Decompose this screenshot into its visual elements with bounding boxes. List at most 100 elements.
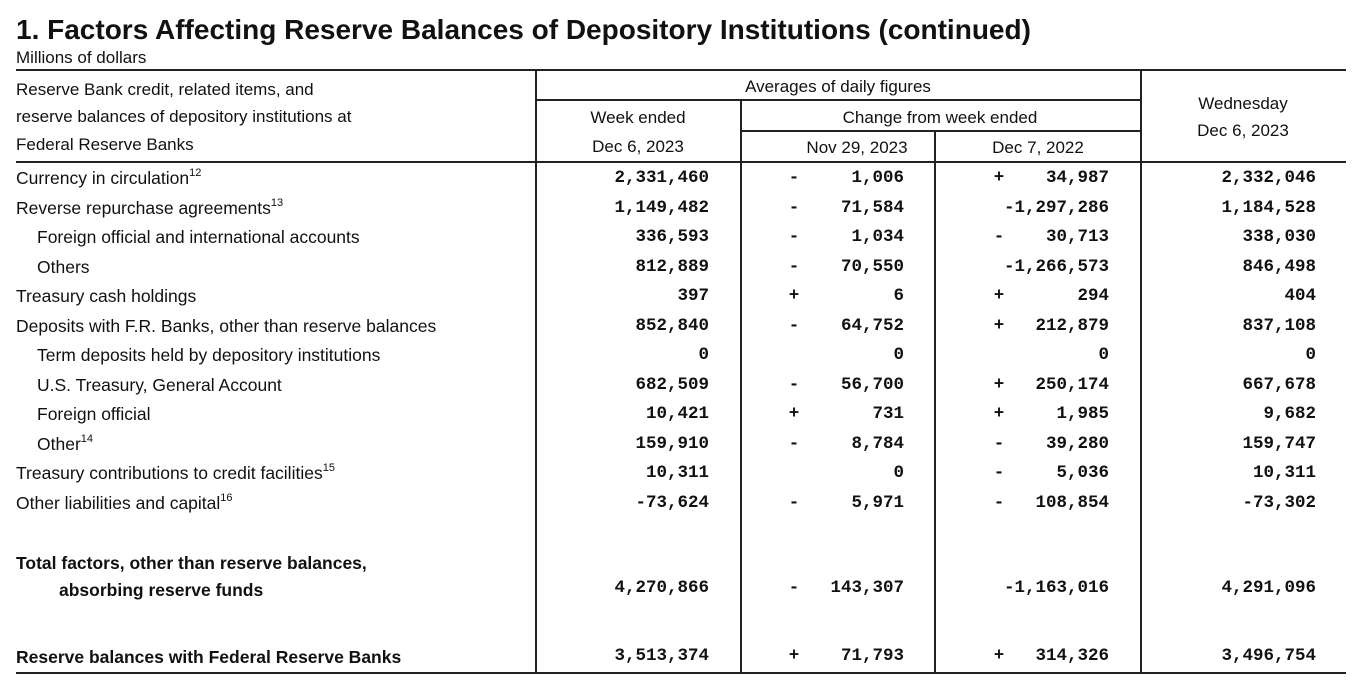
change-nov-value: 8,784 xyxy=(851,433,904,454)
row-label: Treasury contributions to credit facilit… xyxy=(16,463,335,484)
page-title: 1. Factors Affecting Reserve Balances of… xyxy=(16,14,1031,45)
wednesday-value: -73,302 xyxy=(1242,492,1316,513)
change-rule xyxy=(741,130,1141,132)
change-dec-value: -1,163,016 xyxy=(1003,578,1109,598)
change-sign: - xyxy=(993,492,1005,513)
row-label: Reverse repurchase agreements13 xyxy=(16,196,284,219)
row-label-text: Others xyxy=(37,256,90,277)
wednesday-date: Dec 6, 2023 xyxy=(1197,121,1289,140)
change-nov-value: 5,971 xyxy=(851,492,904,513)
change-nov-value: 64,752 xyxy=(840,315,904,336)
row-label-text: Treasury cash holdings xyxy=(16,286,197,306)
change-dec-value: 108,854 xyxy=(1035,492,1109,513)
row-label: Other14 xyxy=(37,432,94,455)
change-nov-value: 143,307 xyxy=(830,578,904,598)
row-label: U.S. Treasury, General Account xyxy=(37,375,282,396)
row-label-text: Deposits with F.R. Banks, other than res… xyxy=(16,315,437,336)
week-ended-value: 3,513,374 xyxy=(614,646,709,666)
wednesday-value: 10,311 xyxy=(1252,463,1316,483)
change-sign: + xyxy=(788,646,800,666)
wednesday-value: 159,747 xyxy=(1242,433,1316,454)
row-label: Other liabilities and capital16 xyxy=(16,492,233,514)
week-ended-value: 159,910 xyxy=(635,433,709,454)
change-dec-value: 39,280 xyxy=(1045,433,1109,454)
wednesday-value: 338,030 xyxy=(1242,227,1316,247)
change-sign: + xyxy=(788,404,800,424)
row-label: Deposits with F.R. Banks, other than res… xyxy=(16,316,436,337)
change-sign: + xyxy=(788,286,800,306)
week-ended-value: 682,509 xyxy=(635,374,709,395)
week-ended-value: 336,593 xyxy=(635,227,709,247)
change-sign: - xyxy=(788,433,800,454)
change-dec-value: 212,879 xyxy=(1035,315,1109,336)
wednesday-value: 837,108 xyxy=(1242,315,1316,336)
row-label-text: Other liabilities and capital xyxy=(16,492,221,513)
change-nov-value: 6 xyxy=(893,286,904,306)
change-sign: - xyxy=(788,578,800,598)
wednesday-header: Wednesday xyxy=(1198,94,1288,113)
row-label-text: Currency in circulation xyxy=(16,168,190,188)
change-nov-value: 56,700 xyxy=(840,374,904,395)
change-dec-value: 30,713 xyxy=(1045,227,1109,247)
row-label-text: Foreign official xyxy=(37,404,151,424)
row-label-text: Treasury contributions to credit facilit… xyxy=(16,463,323,483)
column-divider xyxy=(1140,70,1142,672)
change-sign: + xyxy=(993,374,1005,395)
change-date-1: Nov 29, 2023 xyxy=(806,138,908,157)
change-dec-value: 314,326 xyxy=(1035,646,1109,666)
footnote-marker: 13 xyxy=(270,196,284,209)
week-ended-header: Week ended xyxy=(590,108,686,127)
row-label-text: Reverse repurchase agreements xyxy=(16,197,271,218)
wednesday-value: 3,496,754 xyxy=(1221,646,1316,666)
footnote-marker: 15 xyxy=(322,462,335,474)
footnote-marker: 14 xyxy=(80,432,94,445)
week-ended-value: 10,421 xyxy=(645,404,709,424)
column-divider xyxy=(535,70,537,672)
week-ended-value: 397 xyxy=(677,286,709,306)
change-nov-value: 71,584 xyxy=(840,197,904,218)
header-top-rule xyxy=(16,69,1346,71)
change-dec-value: -1,266,573 xyxy=(1003,256,1109,277)
row-label-text: U.S. Treasury, General Account xyxy=(37,374,282,395)
wednesday-value: 2,332,046 xyxy=(1221,168,1316,188)
column-divider xyxy=(934,131,936,672)
change-sign: - xyxy=(788,492,800,513)
wednesday-value: 404 xyxy=(1284,286,1316,306)
wednesday-value: 667,678 xyxy=(1242,374,1316,395)
change-sign: - xyxy=(993,433,1005,454)
row-label: Term deposits held by depository institu… xyxy=(37,345,380,366)
wednesday-value: 0 xyxy=(1305,345,1316,365)
week-ended-value: 10,311 xyxy=(645,463,709,483)
reserve-balances-label: Reserve balances with Federal Reserve Ba… xyxy=(16,647,402,667)
change-sign: - xyxy=(993,227,1005,247)
change-nov-value: 71,793 xyxy=(840,646,904,666)
change-nov-value: 70,550 xyxy=(840,256,904,277)
wednesday-value: 9,682 xyxy=(1263,404,1316,424)
change-sign: + xyxy=(993,168,1005,188)
change-sign: - xyxy=(788,374,800,395)
column-divider xyxy=(740,100,742,672)
row-label-text: Foreign official and international accou… xyxy=(37,227,360,247)
change-sign: - xyxy=(788,256,800,277)
stub-header-line: Reserve Bank credit, related items, and xyxy=(16,80,314,99)
change-sign: - xyxy=(993,463,1005,483)
wednesday-value: 4,291,096 xyxy=(1221,578,1316,598)
change-sign: + xyxy=(993,315,1005,336)
week-ended-value: 2,331,460 xyxy=(614,168,709,188)
change-date-2: Dec 7, 2022 xyxy=(992,138,1084,157)
change-dec-value: 294 xyxy=(1077,286,1109,306)
table-bottom-rule xyxy=(16,672,1346,674)
total-label-line1: Total factors, other than reserve balanc… xyxy=(16,553,367,573)
change-dec-value: 0 xyxy=(1098,345,1109,365)
week-ended-value: 852,840 xyxy=(635,315,709,336)
stub-header-line: Federal Reserve Banks xyxy=(16,135,194,154)
change-nov-value: 1,034 xyxy=(851,227,904,247)
change-dec-value: 250,174 xyxy=(1035,374,1109,395)
header-bottom-rule xyxy=(16,161,1346,163)
change-dec-value: 1,985 xyxy=(1056,404,1109,424)
footnote-marker: 12 xyxy=(189,167,202,179)
week-ended-value: 1,149,482 xyxy=(614,197,709,218)
change-sign: - xyxy=(788,227,800,247)
change-sign: - xyxy=(788,168,800,188)
row-label: Currency in circulation12 xyxy=(16,168,201,189)
